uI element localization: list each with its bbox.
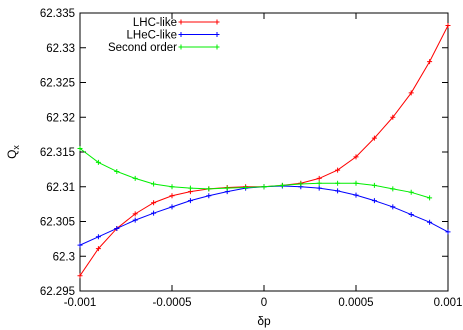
legend-marker-second-order xyxy=(178,44,184,50)
series-point-lhc-like xyxy=(390,114,396,120)
series-point-second-order xyxy=(243,184,249,190)
series-point-lhc-like xyxy=(132,211,138,217)
series-point-lhec-like xyxy=(187,198,193,204)
series-point-lhec-like xyxy=(445,229,451,235)
series-point-lhec-like xyxy=(132,217,138,223)
y-tick-label: 62.3 xyxy=(53,251,75,263)
series-point-lhc-like xyxy=(445,23,451,29)
legend-marker-second-order xyxy=(214,44,220,50)
series-point-second-order xyxy=(224,185,230,191)
series-point-second-order xyxy=(427,195,433,201)
series-point-lhec-like xyxy=(390,204,396,210)
series-group xyxy=(77,23,451,279)
plot-frame-group xyxy=(79,12,449,292)
x-tick-label: 0.0005 xyxy=(338,297,373,309)
x-tick-label: -0.001 xyxy=(64,297,97,309)
series-point-lhec-like xyxy=(77,242,83,248)
series-point-lhc-like xyxy=(316,175,322,181)
y-axis-title-subscript: x xyxy=(11,145,21,150)
legend-marker-lhc-like xyxy=(178,19,184,25)
legend-marker-lhec-like xyxy=(214,32,220,37)
series-line-second-order xyxy=(79,148,430,199)
series-point-lhc-like xyxy=(169,193,175,199)
series-point-second-order xyxy=(187,185,193,191)
ticks-group: -0.001 -0.0005 0 0.0005 0.001 62.295 62.3 62.30… xyxy=(40,8,463,309)
series-point-second-order xyxy=(77,146,83,152)
series-point-lhc-like xyxy=(353,154,359,160)
series-point-second-order xyxy=(206,186,212,192)
series-point-second-order xyxy=(353,180,359,186)
y-tick-label: 62.335 xyxy=(40,8,75,20)
series-point-lhc-like xyxy=(151,200,157,206)
series-point-lhc-like xyxy=(77,273,83,279)
x-axis-title: δp xyxy=(257,314,271,328)
series-point-lhec-like xyxy=(95,234,101,240)
series-point-second-order xyxy=(169,184,175,190)
y-axis-title: Qx xyxy=(5,145,21,159)
series-point-second-order xyxy=(316,180,322,186)
y-tick-label: 62.315 xyxy=(40,147,75,159)
series-point-second-order xyxy=(132,175,138,181)
plot-frame xyxy=(79,12,449,292)
series-point-lhec-like xyxy=(427,219,433,225)
series-point-lhc-like xyxy=(408,90,414,96)
x-tick-label: -0.0005 xyxy=(152,297,191,309)
series-point-lhec-like xyxy=(408,212,414,218)
series-point-second-order xyxy=(261,184,267,190)
series-point-lhec-like xyxy=(316,185,322,191)
series-point-second-order xyxy=(335,180,341,186)
series-point-second-order xyxy=(151,181,157,187)
y-tick-label: 62.33 xyxy=(46,43,75,55)
y-tick-label: 62.31 xyxy=(46,182,75,194)
y-tick-label: 62.305 xyxy=(40,217,75,229)
x-tick-label: 0 xyxy=(261,297,267,309)
series-point-second-order xyxy=(279,182,285,188)
series-point-lhc-like xyxy=(335,167,341,173)
series-point-second-order xyxy=(95,159,101,165)
legend-label-lhc-like: LHC-like xyxy=(133,17,177,29)
legend-label-second-order: Second order xyxy=(108,42,177,54)
legend-label-lhec-like: LHeC-like xyxy=(127,30,178,42)
series-point-second-order xyxy=(298,181,304,187)
series-point-second-order xyxy=(371,182,377,188)
series-point-lhec-like xyxy=(206,193,212,199)
series-point-lhc-like xyxy=(95,246,101,252)
legend-marker-lhc-like xyxy=(214,19,220,25)
y-tick-label: 62.32 xyxy=(46,112,75,124)
x-tick-label: 0.001 xyxy=(434,297,463,309)
y-axis-title-main: Q xyxy=(5,150,19,159)
series-point-lhc-like xyxy=(427,59,433,65)
y-tick-label: 62.325 xyxy=(40,78,75,90)
series-point-lhc-like xyxy=(371,135,377,141)
series-point-lhec-like xyxy=(151,210,157,216)
series-point-second-order xyxy=(408,189,414,195)
series-point-lhec-like xyxy=(371,198,377,204)
series-point-lhec-like xyxy=(335,188,341,194)
legend-marker-lhec-like xyxy=(178,32,184,37)
series-point-lhec-like xyxy=(169,204,175,210)
series-point-lhec-like xyxy=(114,225,120,231)
series-point-second-order xyxy=(114,168,120,174)
series-point-second-order xyxy=(390,186,396,192)
series-line-lhc-like xyxy=(79,25,449,276)
y-tick-label: 62.295 xyxy=(40,286,75,298)
series-point-lhec-like xyxy=(353,192,359,198)
